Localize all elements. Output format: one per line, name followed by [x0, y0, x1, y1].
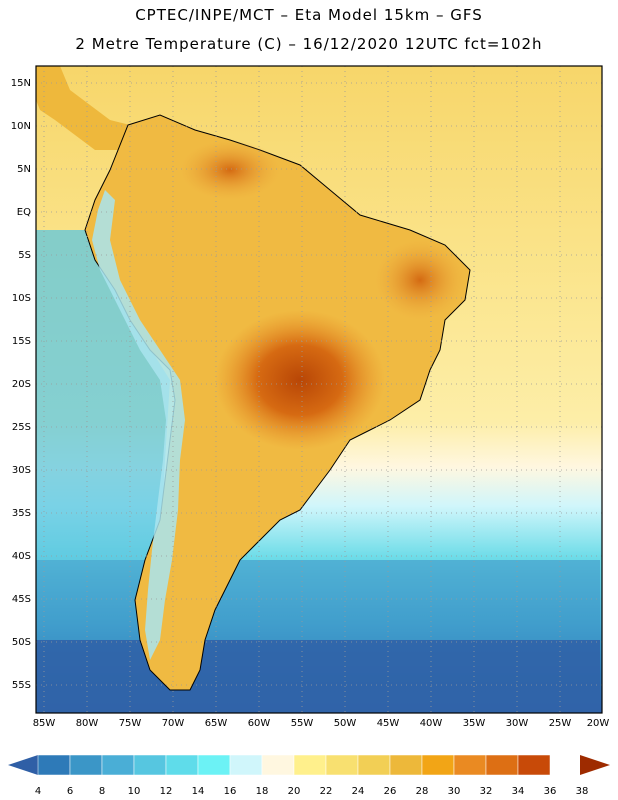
colorbar-tick: 24 — [352, 786, 365, 797]
colorbar-tick: 26 — [384, 786, 397, 797]
map-plot-area — [36, 66, 602, 713]
colorbar-tick: 10 — [128, 786, 141, 797]
colorbar-cell — [517, 754, 551, 776]
colorbar: 4 6 8 10 12 14 16 18 20 22 24 26 28 30 3… — [8, 754, 610, 797]
colorbar-tick: 18 — [256, 786, 269, 797]
colorbar-tick: 14 — [192, 786, 205, 797]
colorbar-tick: 16 — [224, 786, 237, 797]
map-frame — [35, 65, 603, 714]
hot-core-northeast-brazil — [375, 240, 465, 320]
lat-label: EQ — [17, 207, 31, 218]
colorbar-tick: 12 — [160, 786, 173, 797]
pacific-cool-band — [36, 230, 170, 560]
colorbar-cell — [165, 754, 199, 776]
colorbar-tick: 36 — [544, 786, 557, 797]
colorbar-cell — [229, 754, 263, 776]
colorbar-arrow-high — [580, 755, 610, 775]
colorbar-cell — [133, 754, 167, 776]
lat-label: 10N — [11, 121, 31, 132]
lat-label: 5S — [18, 250, 31, 261]
longitude-axis: 85W 80W 75W 70W 65W 60W 55W 50W 45W 40W … — [33, 718, 610, 729]
lon-label: 45W — [377, 718, 400, 729]
lat-label: 30S — [12, 465, 31, 476]
lon-label: 65W — [205, 718, 228, 729]
lat-label: 40S — [12, 551, 31, 562]
colorbar-tick: 32 — [480, 786, 493, 797]
lat-label: 45S — [12, 594, 31, 605]
lon-label: 70W — [162, 718, 185, 729]
lat-label: 10S — [12, 293, 31, 304]
colorbar-cell — [37, 754, 71, 776]
colorbar-cell — [485, 754, 519, 776]
lat-label: 15S — [12, 336, 31, 347]
colorbar-tick: 28 — [416, 786, 429, 797]
colorbar-cell — [293, 754, 327, 776]
lon-label: 60W — [248, 718, 271, 729]
lon-label: 40W — [420, 718, 443, 729]
colorbar-tick: 30 — [448, 786, 461, 797]
latitude-axis: 15N 10N 5N EQ 5S 10S 15S 20S 25S 30S 35S… — [11, 78, 31, 691]
lat-label: 55S — [12, 680, 31, 691]
lon-label: 30W — [506, 718, 529, 729]
hot-core-venezuela — [180, 140, 280, 200]
andes-cool-strip — [92, 190, 185, 660]
lon-label: 75W — [119, 718, 142, 729]
colorbar-tick: 6 — [67, 786, 73, 797]
colorbar-cell — [325, 754, 359, 776]
colorbar-cell — [357, 754, 391, 776]
colorbar-tick: 34 — [512, 786, 525, 797]
map-title-line2: 2 Metre Temperature (C) – 16/12/2020 12U… — [75, 35, 543, 53]
lon-label: 50W — [334, 718, 357, 729]
colorbar-tick: 8 — [99, 786, 105, 797]
colorbar-cell — [421, 754, 455, 776]
lon-label: 35W — [463, 718, 486, 729]
colorbar-cell — [101, 754, 135, 776]
lon-label: 85W — [33, 718, 56, 729]
colorbar-arrow-low — [8, 755, 38, 775]
map-title-line1: CPTEC/INPE/MCT – Eta Model 15km – GFS — [135, 6, 483, 24]
polar-band — [36, 640, 600, 713]
hot-core-central-brazil — [215, 310, 385, 450]
lat-label: 35S — [12, 508, 31, 519]
lon-label: 20W — [587, 718, 610, 729]
colorbar-cell — [197, 754, 231, 776]
colorbar-cell — [261, 754, 295, 776]
lon-label: 55W — [291, 718, 314, 729]
lat-label: 15N — [11, 78, 31, 89]
lat-label: 20S — [12, 379, 31, 390]
colorbar-tick: 20 — [288, 786, 301, 797]
lat-label: 25S — [12, 422, 31, 433]
colorbar-tick: 38 — [576, 786, 589, 797]
lon-label: 25W — [549, 718, 572, 729]
lon-label: 80W — [76, 718, 99, 729]
lat-label: 5N — [17, 164, 31, 175]
colorbar-cell — [389, 754, 423, 776]
colorbar-tick: 22 — [320, 786, 333, 797]
colorbar-cell — [69, 754, 103, 776]
colorbar-tick: 4 — [35, 786, 41, 797]
colorbar-cell — [453, 754, 487, 776]
lat-label: 50S — [12, 637, 31, 648]
central-america-land — [36, 66, 150, 150]
